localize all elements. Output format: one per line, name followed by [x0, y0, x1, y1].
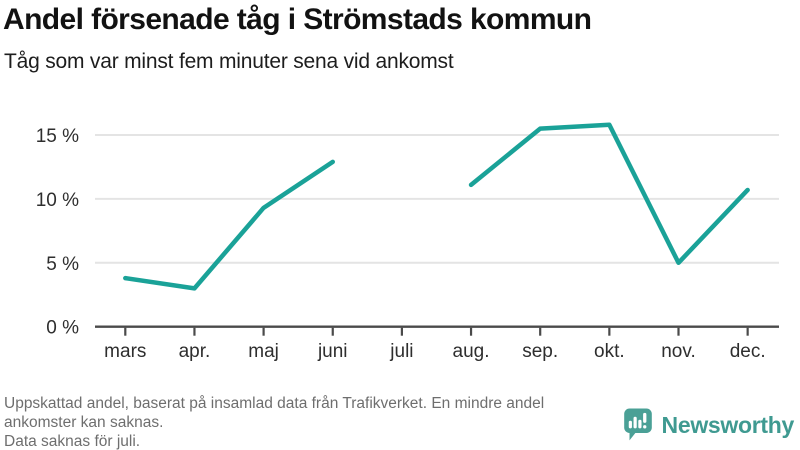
footnote-line: ankomster kan saknas.	[4, 414, 164, 431]
newsworthy-speech-bubble-barchart-icon	[623, 408, 652, 441]
line-chart: mars apr. maj juni juli aug. sep. okt. nov. dec. 0…	[36, 122, 779, 362]
chart-title: Andel försenade tåg i Strömstads kommun	[3, 3, 592, 36]
x-tick-label: juli	[389, 341, 413, 362]
x-tick-label: okt.	[594, 341, 625, 362]
newsworthy-wordmark: Newsworthy	[661, 411, 795, 438]
x-tick-label: mars	[104, 341, 146, 362]
y-tick-label: 5 %	[46, 254, 79, 275]
x-tick-label: dec.	[730, 341, 766, 362]
data-line	[468, 122, 750, 266]
data-line	[123, 159, 335, 291]
chart-subtitle: Tåg som var minst fem minuter sena vid a…	[4, 50, 454, 73]
x-tick-label: nov.	[661, 341, 696, 362]
y-tick-label: 0 %	[46, 318, 79, 339]
footnote: Uppskattad andel, baserat på insamlad da…	[4, 394, 544, 450]
x-tick-label: juni	[317, 341, 348, 362]
newsworthy-logo: Newsworthy	[623, 408, 794, 442]
x-tick-label: maj	[248, 341, 279, 362]
x-tick-label: apr.	[179, 341, 211, 362]
y-tick-label: 10 %	[36, 190, 79, 211]
x-tick-label: sep.	[522, 341, 558, 362]
x-tick-label: aug.	[453, 341, 490, 362]
y-tick-label: 15 %	[36, 126, 79, 147]
footnote-line: Uppskattad andel, baserat på insamlad da…	[4, 395, 545, 412]
footnote-line: Data saknas för juli.	[4, 433, 141, 450]
